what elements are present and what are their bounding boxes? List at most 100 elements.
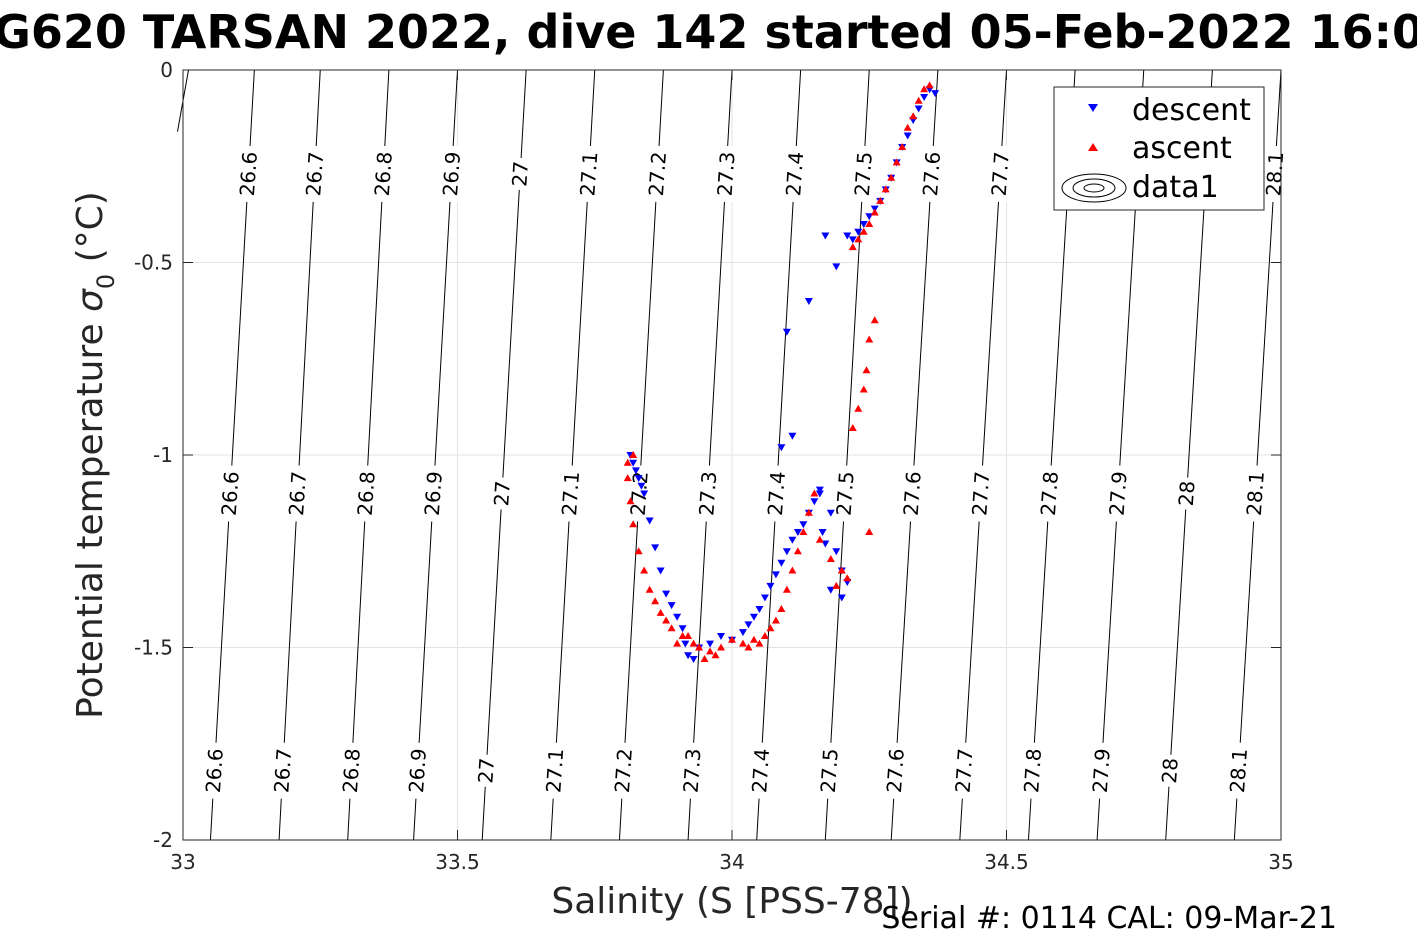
ascent-point [623, 458, 632, 466]
isopycnal-label-text: 27.1 [557, 470, 584, 516]
isopycnal-label: 26.6 [216, 464, 245, 523]
descent-point [903, 132, 912, 140]
ascent-point [848, 424, 857, 432]
isopycnal-label-bg [369, 145, 398, 203]
isopycnal-label-bg [574, 145, 603, 203]
ascent-point [865, 335, 874, 343]
descent-point [684, 652, 693, 660]
ascent-point [925, 81, 934, 89]
ascent-point [623, 474, 632, 482]
ascent-point [760, 631, 769, 639]
ascent-point [859, 385, 868, 393]
isopycnal-label-bg [1224, 741, 1253, 800]
isopycnal-label-text: 26.6 [235, 151, 262, 197]
ascent-point [876, 196, 885, 204]
isopycnal-label-bg [762, 464, 791, 523]
x-tick-label: 35 [1268, 850, 1293, 874]
descent-point [689, 656, 698, 664]
isopycnal-label: 27 [488, 476, 516, 511]
isopycnal-label-text: 26.8 [338, 748, 365, 794]
isopycnal-label: 27.2 [643, 145, 672, 203]
ascent-point [859, 227, 868, 235]
isopycnal-label: 27.2 [625, 464, 654, 523]
isopycnal-label-bg [780, 145, 809, 203]
isopycnal-label: 27.1 [540, 741, 569, 800]
isopycnal-label-bg [643, 145, 672, 203]
descent-point [793, 529, 802, 536]
y-tick-label: -0.5 [134, 251, 173, 275]
y-axis-label-unit: (°C) [70, 191, 111, 274]
isopycnal-label: 28 [1156, 753, 1183, 788]
ascent-point [689, 639, 698, 647]
legend-descent-marker [1088, 104, 1098, 112]
ascent-point [810, 489, 819, 497]
descent-point [848, 236, 857, 244]
legend-ascent-label: ascent [1132, 131, 1232, 166]
ascent-point [892, 158, 901, 166]
descent-point [629, 459, 638, 467]
isopycnal-label-bg [507, 157, 534, 191]
ascent-point [865, 220, 874, 227]
ascent-point [870, 208, 879, 216]
descent-point [744, 621, 753, 629]
isopycnal-label-bg [283, 464, 312, 523]
isopycnal-label: 27.4 [762, 464, 791, 523]
isopycnal-label-bg [1173, 476, 1200, 511]
isopycnal-label-text: 27.8 [1019, 748, 1046, 794]
descent-point [804, 298, 813, 305]
isopycnal-label-text: 27.8 [1036, 470, 1063, 516]
ascent-point [854, 235, 863, 243]
descent-point [799, 521, 808, 529]
isopycnal-label-bg [1035, 464, 1064, 523]
isopycnal-label-text: 27.2 [644, 151, 671, 197]
isopycnal-label-bg [609, 741, 638, 800]
isopycnal-label-text: 27.1 [541, 748, 568, 794]
ascent-point [626, 497, 635, 505]
isopycnal-label-bg [746, 741, 775, 800]
isopycnal-label: 27.4 [780, 145, 809, 203]
isopycnal-label-text: 27.7 [967, 470, 994, 516]
isopycnal-label-text: 27.9 [1088, 748, 1115, 794]
descent-point [717, 632, 726, 640]
isopycnal-label-text: 26.9 [438, 151, 465, 197]
isopycnal-label-bg [352, 464, 381, 523]
isopycnal-label-bg [419, 464, 448, 523]
isopycnal-label-text: 26.8 [370, 151, 397, 197]
descent-point [815, 486, 824, 494]
y-axis-label: Potential temperature σ0 (°C) [70, 191, 120, 719]
ascent-point [854, 404, 863, 412]
isopycnal-label: 27.3 [678, 741, 706, 800]
isopycnal-label: 27 [507, 157, 534, 191]
descent-point [818, 529, 827, 536]
isopycnal-label-bg [300, 145, 329, 203]
descent-point [645, 517, 654, 525]
descent-point [815, 490, 824, 498]
isopycnal-label-text: 27.2 [610, 748, 637, 794]
ascent-point [717, 643, 726, 651]
isopycnal-label-text: 27.4 [747, 748, 774, 794]
isopycnal-label-bg [881, 741, 910, 800]
ascent-point [706, 647, 715, 655]
ascent-point [914, 96, 923, 104]
x-tick-label: 34 [719, 850, 744, 874]
ascent-point [832, 581, 841, 589]
isopycnal-label-bg [268, 741, 297, 800]
isopycnal-label: 26.6 [234, 145, 263, 203]
ascent-point [684, 631, 693, 639]
ascent-point [711, 651, 720, 659]
descent-point [749, 613, 758, 621]
descent-point [843, 232, 852, 240]
isopycnal-label-bg [712, 145, 740, 203]
isopycnal-label-bg [986, 145, 1015, 203]
isopycnal-label-text: 27.7 [987, 151, 1014, 197]
descent-point [755, 606, 764, 613]
y-tick-label: -1 [153, 443, 173, 467]
isopycnal-label-bg [966, 464, 995, 523]
descent-point [678, 625, 687, 633]
isopycnal-label-bg [540, 741, 569, 800]
ascent-point [755, 639, 764, 647]
isopycnal-label: 28.1 [1224, 741, 1253, 800]
isopycnal-label-bg [1018, 741, 1047, 800]
isopycnal-label-text: 28.1 [1242, 470, 1269, 516]
descent-point [832, 263, 841, 271]
